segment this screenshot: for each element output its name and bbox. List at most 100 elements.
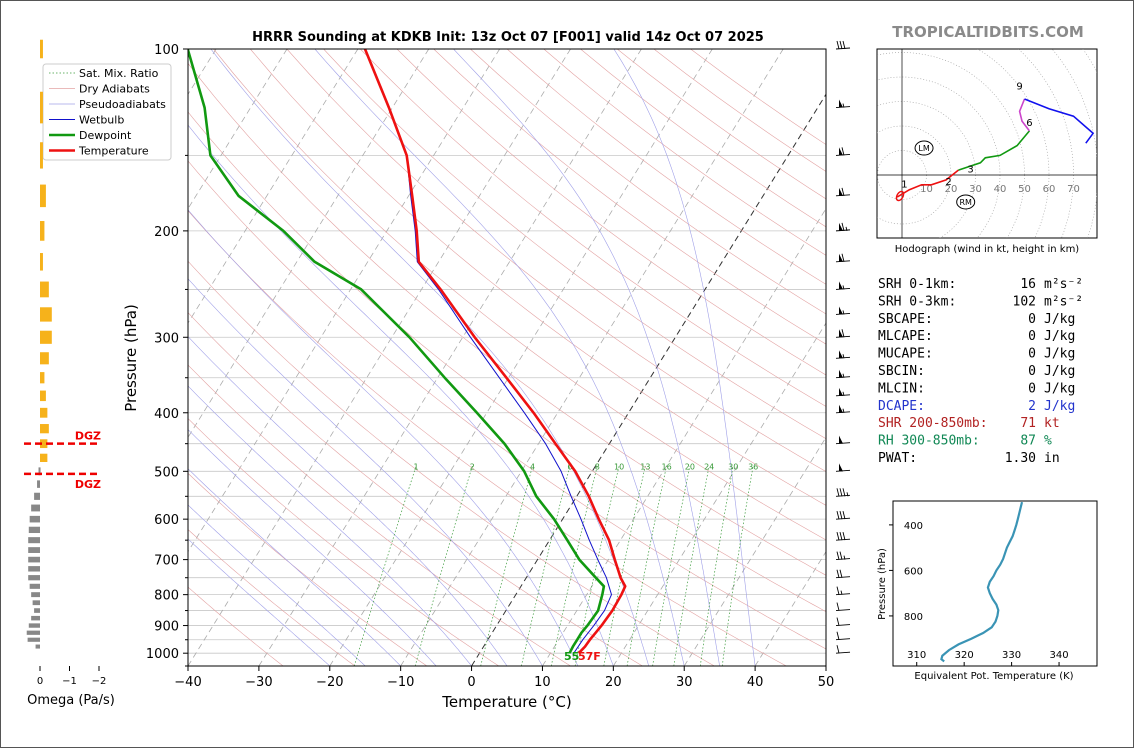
stat-value: 16	[1020, 277, 1036, 292]
skewt-xlabel: Temperature (°C)	[441, 693, 571, 711]
stat-unit: kt	[1044, 416, 1060, 431]
storm-motion-label: LM	[918, 144, 929, 153]
y-tick-label: 1000	[146, 647, 179, 662]
mixing-ratio-line	[521, 465, 571, 666]
stat-value: 1.30	[1005, 451, 1036, 466]
mixing-ratio-line	[574, 465, 620, 666]
mixing-ratio-line	[550, 465, 598, 666]
omega-bar	[28, 623, 40, 628]
barb-staff	[835, 638, 851, 641]
mixing-ratio-label: 10	[614, 462, 624, 471]
omega-tick-label: −2	[92, 676, 107, 687]
x-tick-label: 30	[676, 675, 693, 690]
stat-unit: J/kg	[1044, 312, 1075, 327]
barb-staff	[835, 469, 851, 472]
omega-bar	[40, 390, 46, 402]
stat-value: 87	[1020, 434, 1036, 449]
theta-e-panel: 310 320 330 340 400 600 800 Equivalent Pot. Te…	[877, 500, 1098, 682]
wind-barb	[835, 350, 851, 359]
barb-pennant	[839, 253, 843, 262]
omega-tick-label: 0	[37, 676, 43, 687]
surface-temperature-label: 57F	[578, 650, 601, 663]
omega-bar	[28, 575, 40, 581]
mixing-ratio-label: 6	[567, 462, 572, 471]
barb-flag	[839, 532, 843, 541]
barb-pennant	[839, 435, 843, 444]
barb-flag	[836, 569, 840, 578]
moist-adiabat-line	[188, 504, 366, 666]
omega-bar	[40, 352, 49, 365]
wind-barb	[835, 511, 851, 520]
hodograph-ring-label: 20	[945, 184, 958, 195]
barb-pennant	[839, 387, 843, 396]
wind-barb	[835, 387, 851, 397]
barb-staff	[835, 609, 851, 612]
barb-staff	[835, 394, 851, 397]
stat-label: RH 300-850mb:	[878, 434, 980, 449]
moist-adiabat-line	[453, 49, 720, 666]
barb-flag	[839, 569, 843, 578]
hodograph-ring-label: 60	[1043, 184, 1056, 195]
hodograph-ring-label: 30	[969, 184, 982, 195]
isotherm-line	[612, 322, 826, 666]
omega-bar	[40, 453, 48, 463]
omega-bar	[40, 439, 48, 449]
omega-bar	[37, 480, 40, 488]
legend-label: Dewpoint	[79, 129, 132, 142]
dewpoint-trace	[188, 49, 606, 654]
dry-adiabat-line	[188, 586, 284, 666]
barb-staff	[835, 538, 851, 541]
stat-value: 2	[1028, 399, 1036, 414]
wind-barb	[835, 569, 851, 579]
isotherm-line	[683, 436, 826, 666]
isotherm-line	[188, 49, 500, 553]
stat-label: MLCAPE:	[878, 329, 933, 344]
barb-flag	[836, 532, 840, 541]
wind-barb	[835, 306, 851, 315]
mixing-ratio-line	[721, 465, 754, 666]
theta-e-xlabel: Equivalent Pot. Temperature (K)	[914, 671, 1073, 682]
stat-unit: m²s⁻²	[1044, 294, 1083, 309]
legend-label: Wetbulb	[79, 114, 124, 127]
moist-adiabat-line	[188, 336, 508, 666]
barb-staff	[835, 558, 851, 561]
stat-value: 0	[1028, 381, 1036, 396]
wind-barb	[835, 463, 851, 472]
isotherm-line	[754, 550, 826, 666]
omega-bar	[40, 221, 45, 241]
stat-label: MUCAPE:	[878, 347, 933, 362]
stat-value: 0	[1028, 347, 1036, 362]
x-tick-label: 40	[747, 675, 764, 690]
stat-unit: J/kg	[1044, 329, 1075, 344]
mixing-ratio-line	[699, 465, 734, 666]
x-tick-label: −20	[316, 675, 343, 690]
barb-pennant	[839, 187, 843, 196]
temperature-trace	[363, 49, 627, 655]
wind-barb	[835, 253, 851, 263]
mixing-ratio-line	[353, 465, 417, 666]
omega-bar	[40, 39, 43, 59]
skewt-frame	[187, 48, 827, 667]
barb-staff	[835, 576, 851, 579]
stat-value: 0	[1028, 312, 1036, 327]
barb-flag	[836, 488, 840, 497]
y-tick-label: 500	[154, 465, 179, 480]
mixing-ratio-label: 16	[661, 462, 671, 471]
theta-y-tick-label: 600	[904, 566, 923, 577]
omega-bar	[40, 372, 45, 384]
moist-adiabat-line	[188, 429, 437, 666]
barb-flag	[839, 488, 843, 497]
barb-staff	[835, 624, 851, 626]
isotherm-line	[188, 49, 288, 210]
barb-flag	[842, 488, 846, 497]
stat-label: SBCAPE:	[878, 312, 933, 327]
site-watermark: TROPICALTIDBITS.COM	[892, 23, 1084, 41]
hodograph-height-label: 2	[945, 177, 951, 188]
legend-label: Pseudoadiabats	[79, 98, 166, 111]
hodograph-segment	[1024, 98, 1095, 144]
stat-label: SBCIN:	[878, 364, 925, 379]
mixing-ratio-line	[480, 465, 533, 666]
barb-staff	[835, 287, 851, 290]
wind-barb	[835, 435, 851, 445]
